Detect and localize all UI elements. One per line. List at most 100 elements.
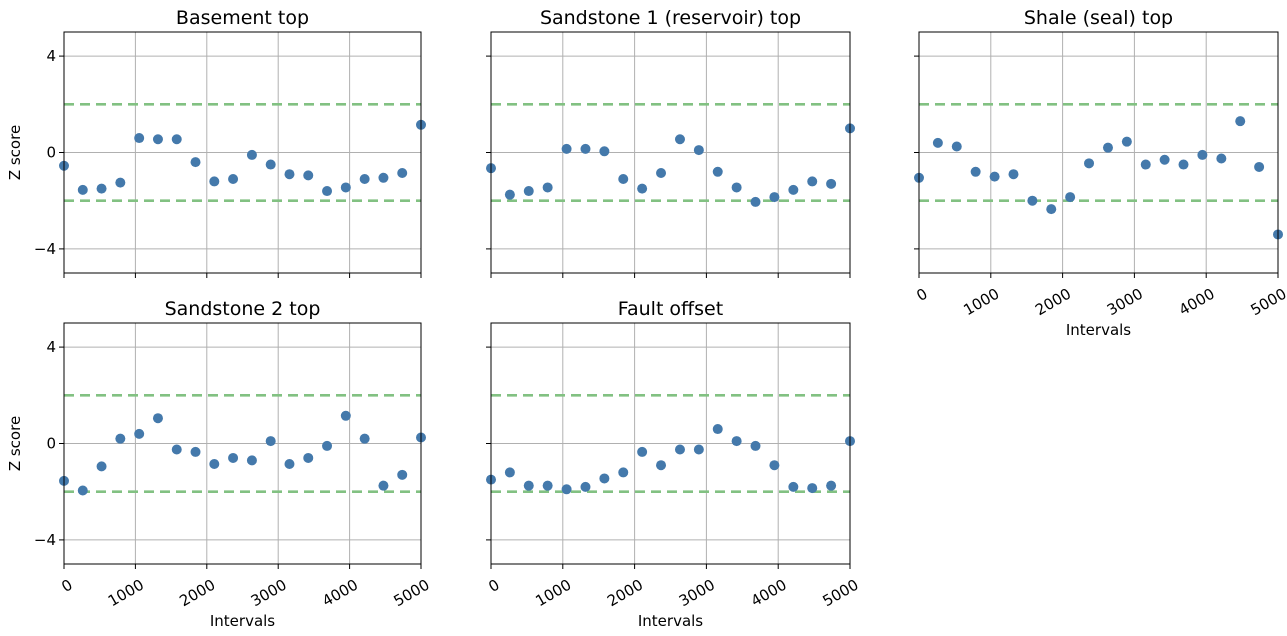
data-point: [115, 433, 126, 444]
data-point: [1008, 169, 1019, 180]
x-tick-label: 4000: [748, 576, 790, 611]
data-point: [1027, 195, 1038, 206]
x-tick-label: 3000: [1104, 285, 1146, 320]
data-point: [932, 137, 943, 148]
data-point: [284, 458, 295, 469]
panel-title: Fault offset: [618, 298, 723, 320]
x-tick-label: 3000: [676, 576, 718, 611]
data-point: [228, 174, 239, 185]
data-point: [284, 169, 295, 180]
data-point: [303, 170, 314, 181]
data-point: [788, 481, 799, 492]
data-point: [322, 440, 333, 451]
x-tick-label: 1000: [105, 576, 147, 611]
panel-title: Basement top: [176, 7, 309, 29]
y-tick-label: −4: [34, 240, 56, 258]
panel-title: Sandstone 1 (reservoir) top: [540, 7, 801, 29]
y-tick-label: 0: [46, 435, 56, 453]
data-point: [561, 484, 572, 495]
data-point: [712, 166, 723, 177]
chart-panel: 4 0 −4 Basement top Z score: [6, 7, 426, 278]
x-tick-label: 2000: [176, 576, 218, 611]
data-point: [989, 171, 1000, 182]
data-point: [693, 444, 704, 455]
data-point: [807, 176, 818, 187]
data-point: [1197, 149, 1208, 160]
data-point: [228, 452, 239, 463]
data-point: [523, 480, 534, 491]
data-point: [190, 157, 201, 168]
panel-title: Sandstone 2 top: [165, 298, 321, 320]
data-point: [77, 184, 88, 195]
data-point: [1140, 159, 1151, 170]
data-point: [134, 428, 145, 439]
chart-panel: 0 1000 2000 3000 4000 5000 4 0 −4 Sandstone 2 top…: [6, 298, 433, 630]
data-point: [769, 460, 780, 471]
chart-panel: Sandstone 1 (reservoir) top: [486, 7, 855, 278]
data-point: [265, 159, 276, 170]
x-axis-label: Intervals: [1066, 321, 1131, 339]
data-point: [209, 176, 220, 187]
y-axis-label: Z score: [6, 125, 24, 180]
data-point: [1065, 192, 1076, 203]
data-point: [561, 143, 572, 154]
x-tick-label: 5000: [1248, 285, 1287, 320]
data-point: [152, 413, 163, 424]
data-point: [656, 167, 667, 178]
y-axis-label: Z score: [6, 416, 24, 471]
x-axis-label: Intervals: [638, 612, 703, 630]
data-point: [788, 184, 799, 195]
data-point: [359, 433, 370, 444]
data-point: [618, 174, 629, 185]
x-tick-label: 1000: [532, 576, 574, 611]
data-point: [618, 467, 629, 478]
x-tick-label: 2000: [1032, 285, 1074, 320]
x-tick-label: 1000: [960, 285, 1002, 320]
data-point: [769, 192, 780, 203]
data-point: [115, 177, 126, 188]
y-tick-label: 0: [46, 144, 56, 162]
panel-title: Shale (seal) top: [1024, 7, 1173, 29]
y-tick-label: 4: [46, 338, 56, 356]
data-point: [523, 186, 534, 197]
data-point: [826, 178, 837, 189]
data-point: [246, 455, 257, 466]
data-point: [397, 469, 408, 480]
y-tick-label: 4: [46, 47, 56, 65]
data-point: [378, 172, 389, 183]
x-tick-label: 5000: [820, 576, 862, 611]
data-point: [580, 481, 591, 492]
data-point: [826, 480, 837, 491]
data-point: [1178, 159, 1189, 170]
data-point: [96, 183, 107, 194]
data-point: [322, 186, 333, 197]
y-tick-label: −4: [34, 531, 56, 549]
data-point: [1046, 204, 1057, 215]
data-point: [674, 134, 685, 145]
data-point: [599, 473, 610, 484]
data-point: [265, 436, 276, 447]
data-point: [303, 452, 314, 463]
data-point: [637, 183, 648, 194]
data-point: [693, 145, 704, 156]
data-point: [674, 444, 685, 455]
data-point: [504, 467, 515, 478]
data-point: [1235, 116, 1246, 127]
data-point: [1121, 136, 1132, 147]
data-point: [246, 149, 257, 160]
x-tick-label: 5000: [391, 576, 433, 611]
data-point: [504, 189, 515, 200]
data-point: [190, 446, 201, 457]
data-point: [1254, 161, 1265, 172]
data-point: [340, 182, 351, 193]
data-point: [1216, 153, 1227, 164]
data-point: [152, 134, 163, 145]
data-point: [209, 458, 220, 469]
data-point: [731, 182, 742, 193]
data-point: [750, 440, 761, 451]
data-point: [599, 146, 610, 157]
data-point: [397, 167, 408, 178]
data-point: [77, 485, 88, 496]
data-point: [951, 141, 962, 152]
